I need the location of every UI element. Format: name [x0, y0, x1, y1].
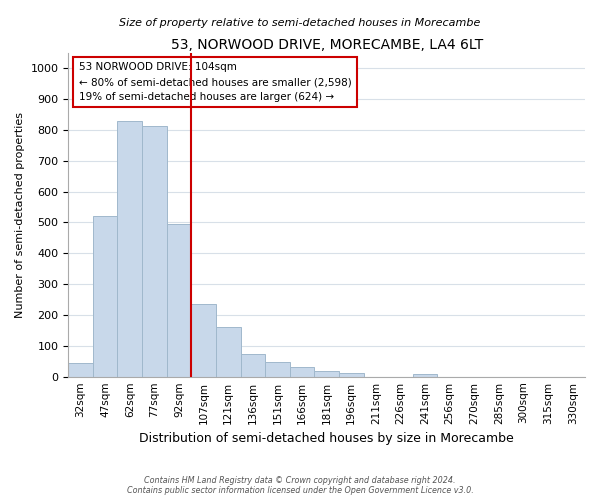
Bar	[142, 126, 167, 376]
Text: Contains HM Land Registry data © Crown copyright and database right 2024.
Contai: Contains HM Land Registry data © Crown c…	[127, 476, 473, 495]
Bar	[216, 326, 241, 376]
Text: 53 NORWOOD DRIVE: 104sqm
← 80% of semi-detached houses are smaller (2,598)
19% o: 53 NORWOOD DRIVE: 104sqm ← 80% of semi-d…	[79, 62, 352, 102]
Bar	[339, 373, 364, 376]
Bar	[93, 216, 118, 376]
Text: Size of property relative to semi-detached houses in Morecambe: Size of property relative to semi-detach…	[119, 18, 481, 28]
X-axis label: Distribution of semi-detached houses by size in Morecambe: Distribution of semi-detached houses by …	[139, 432, 514, 445]
Bar	[191, 304, 216, 376]
Bar	[241, 354, 265, 376]
Bar	[68, 364, 93, 376]
Title: 53, NORWOOD DRIVE, MORECAMBE, LA4 6LT: 53, NORWOOD DRIVE, MORECAMBE, LA4 6LT	[170, 38, 483, 52]
Bar	[290, 367, 314, 376]
Bar	[118, 121, 142, 376]
Bar	[167, 224, 191, 376]
Y-axis label: Number of semi-detached properties: Number of semi-detached properties	[15, 112, 25, 318]
Bar	[413, 374, 437, 376]
Bar	[265, 362, 290, 376]
Bar	[314, 371, 339, 376]
